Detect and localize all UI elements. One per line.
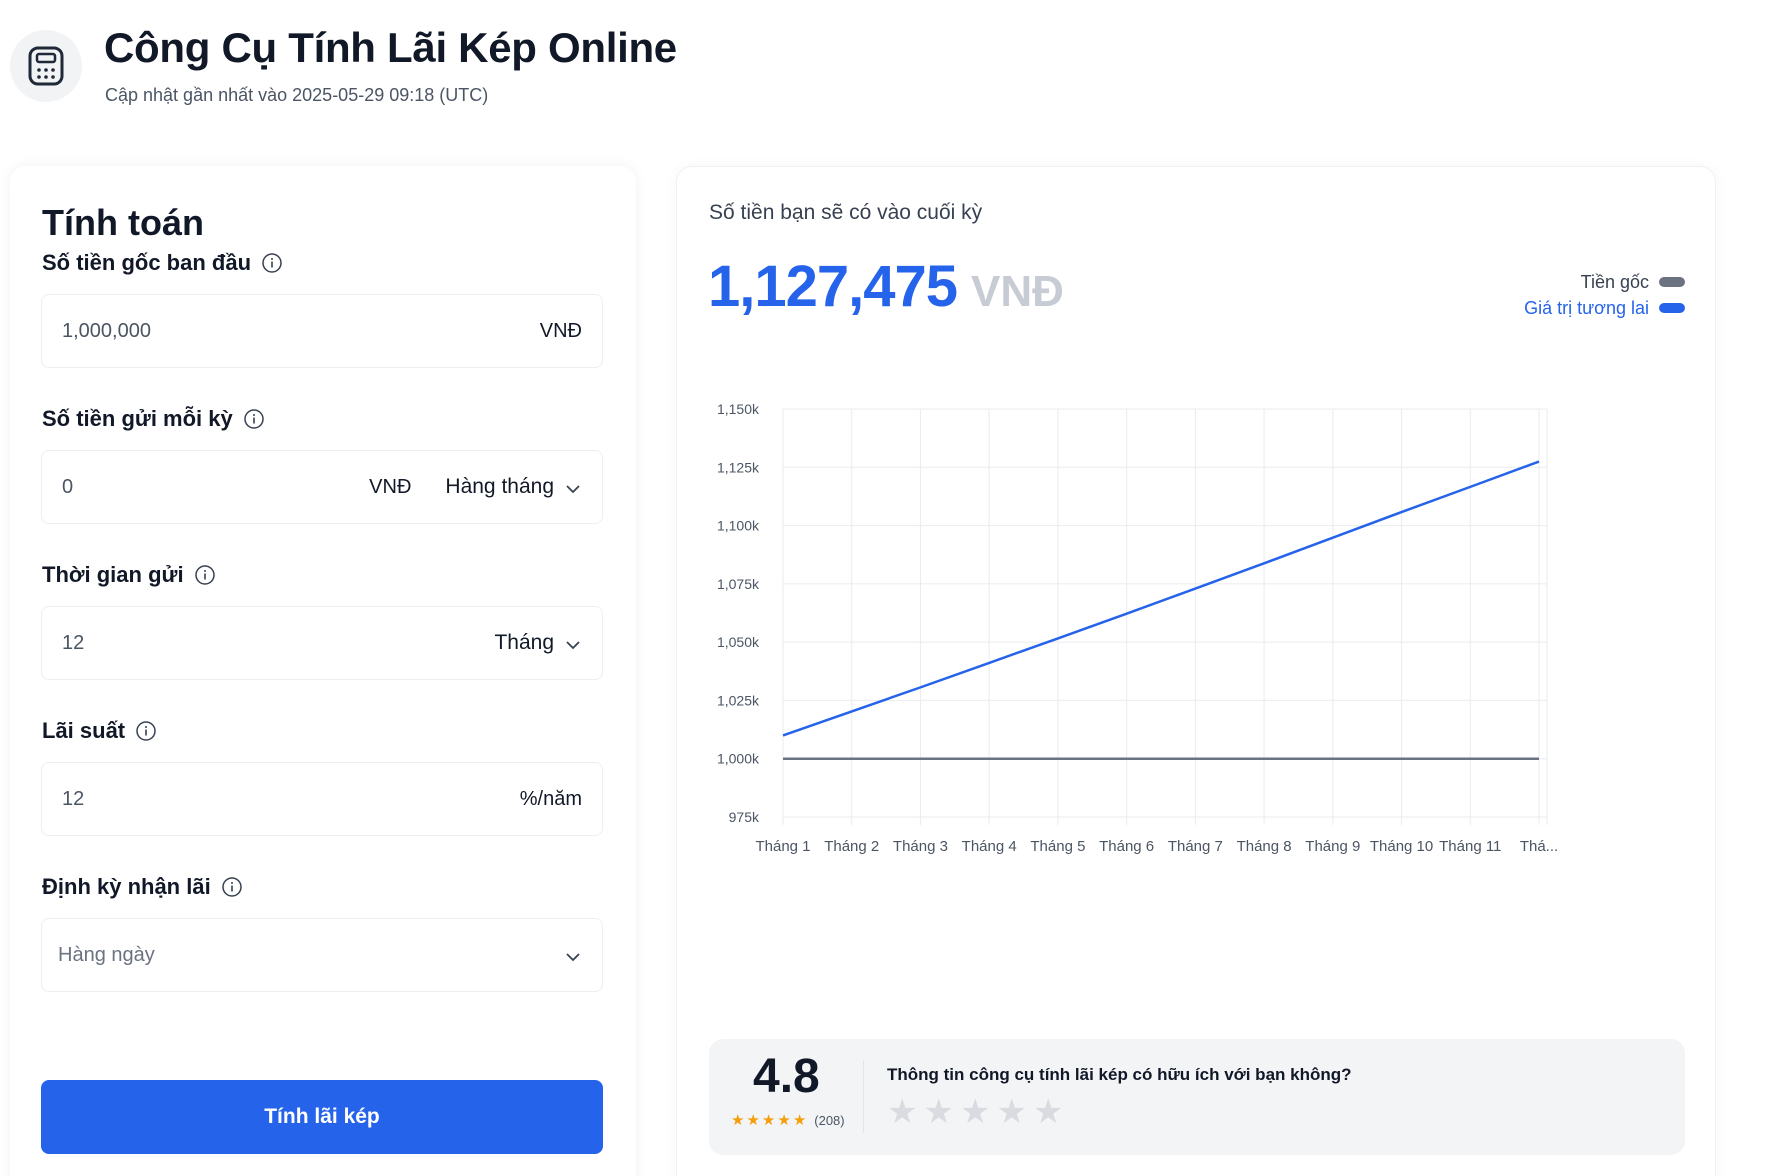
- calculator-icon-svg: [28, 46, 64, 86]
- rate-input[interactable]: 12 %/năm: [41, 762, 603, 836]
- rating-score: 4.8: [753, 1050, 820, 1103]
- info-icon[interactable]: [243, 408, 265, 430]
- principal-unit: VNĐ: [539, 319, 582, 342]
- x-tick-label: Tháng 8: [1237, 838, 1292, 855]
- star-icon: ★: [746, 1112, 760, 1129]
- legend-principal-label: Tiền gốc: [1580, 271, 1649, 292]
- result-amount: 1,127,475: [708, 254, 958, 319]
- result-label: Số tiền bạn sẽ có vào cuối kỳ: [709, 201, 983, 224]
- duration-unit-select[interactable]: Tháng: [494, 631, 582, 655]
- x-tick-label: Tháng 7: [1168, 838, 1223, 855]
- legend-future-value-label: Giá trị tương lai: [1524, 297, 1649, 318]
- rate-star-2-icon[interactable]: ★: [923, 1093, 954, 1131]
- x-tick-label: Tháng 2: [824, 838, 879, 855]
- x-tick-label: Tháng 9: [1305, 838, 1360, 855]
- deposit-label: Số tiền gửi mỗi kỳ: [42, 406, 265, 432]
- star-icon: ★: [761, 1112, 776, 1129]
- y-tick-label: 1,075k: [717, 576, 760, 592]
- calculator-card: Tính toán Số tiền gốc ban đầu 1,000,000 …: [10, 166, 636, 1176]
- compounding-label-text: Định kỳ nhận lãi: [42, 874, 211, 899]
- rate-star-4-icon[interactable]: ★: [996, 1093, 1027, 1131]
- y-tick-label: 1,050k: [717, 634, 760, 650]
- rate-star-5-icon[interactable]: ★: [1032, 1093, 1064, 1131]
- rate-label: Lãi suất: [42, 718, 157, 744]
- principal-label: Số tiền gốc ban đầu: [42, 250, 283, 276]
- x-tick-label: Tháng 5: [1030, 838, 1085, 855]
- deposit-frequency-value: Hàng tháng: [445, 475, 554, 498]
- calculator-title: Tính toán: [42, 202, 204, 243]
- legend-principal[interactable]: Tiền gốc: [1524, 269, 1685, 295]
- legend-principal-swatch: [1659, 277, 1685, 287]
- result-value: 1,127,475 VNĐ: [708, 253, 1064, 320]
- calculator-icon: [10, 30, 82, 102]
- half-star-icon: ★: [792, 1112, 807, 1129]
- calculate-button[interactable]: Tính lãi kép: [41, 1080, 603, 1154]
- star-icon: ★: [731, 1112, 745, 1129]
- chevron-down-icon: [564, 480, 582, 498]
- rating-divider: [863, 1061, 864, 1133]
- rate-label-text: Lãi suất: [42, 718, 126, 743]
- duration-label: Thời gian gửi: [42, 562, 216, 588]
- x-tick-label: Tháng 1: [755, 838, 810, 855]
- rating-count: (208): [814, 1112, 845, 1128]
- deposit-label-text: Số tiền gửi mỗi kỳ: [42, 406, 233, 431]
- result-currency: VNĐ: [971, 267, 1064, 316]
- rating-question: Thông tin công cụ tính lãi kép có hữu íc…: [887, 1065, 1352, 1084]
- info-icon[interactable]: [194, 564, 216, 586]
- chevron-down-icon: [564, 636, 582, 654]
- result-card: Số tiền bạn sẽ có vào cuối kỳ 1,127,475 …: [676, 166, 1716, 1176]
- rate-star-3-icon[interactable]: ★: [959, 1093, 991, 1131]
- deposit-input[interactable]: 0 VNĐ Hàng tháng: [41, 450, 603, 524]
- x-tick-label: Tháng 10: [1370, 838, 1433, 855]
- principal-value: 1,000,000: [62, 319, 151, 342]
- legend-future-value-swatch: [1659, 303, 1685, 313]
- rating-stars-input: ★ ★ ★ ★ ★: [887, 1095, 1063, 1129]
- deposit-unit: VNĐ: [369, 475, 412, 498]
- rate-value: 12: [62, 787, 85, 810]
- x-tick-label: Tháng 4: [962, 838, 1017, 855]
- series-line-future-value: [782, 460, 1540, 737]
- y-tick-label: 1,025k: [717, 692, 760, 708]
- rating-stars-display: ★ ★ ★ ★ ★ (208): [731, 1111, 845, 1129]
- info-icon[interactable]: [261, 252, 283, 274]
- y-tick-label: 975k: [729, 809, 760, 825]
- last-updated: Cập nhật gần nhất vào 2025-05-29 09:18 (…: [105, 85, 489, 105]
- duration-value: 12: [62, 631, 85, 654]
- y-tick-label: 1,150k: [717, 401, 760, 417]
- chevron-down-icon: [564, 948, 582, 966]
- compounding-value: Hàng ngày: [58, 943, 155, 966]
- compounding-label: Định kỳ nhận lãi: [42, 874, 243, 900]
- duration-unit: Tháng: [494, 631, 554, 654]
- x-tick-label: Tháng 3: [893, 838, 948, 855]
- page-title: Công Cụ Tính Lãi Kép Online: [104, 24, 677, 71]
- duration-label-text: Thời gian gửi: [42, 562, 184, 587]
- duration-input[interactable]: 12 Tháng: [41, 606, 603, 680]
- info-icon[interactable]: [221, 876, 243, 898]
- deposit-value: 0: [62, 475, 74, 498]
- y-tick-label: 1,000k: [717, 751, 760, 767]
- x-tick-label: Thá...: [1520, 838, 1558, 855]
- chart-legend: Tiền gốc Giá trị tương lai: [1524, 269, 1685, 321]
- compounding-select[interactable]: Hàng ngày: [41, 918, 603, 992]
- x-tick-label: Tháng 11: [1439, 838, 1501, 855]
- principal-label-text: Số tiền gốc ban đầu: [42, 250, 252, 275]
- x-tick-label: Tháng 6: [1099, 838, 1154, 855]
- rate-star-1-icon[interactable]: ★: [887, 1093, 918, 1131]
- legend-future-value[interactable]: Giá trị tương lai: [1524, 295, 1685, 321]
- rating-panel: 4.8 ★ ★ ★ ★ ★ (208) Thông tin công cụ tí…: [709, 1039, 1685, 1155]
- growth-chart: 1,150k 1,125k 1,100k 1,075k 1,050k 1,025k 1,00…: [717, 401, 1558, 855]
- rate-unit: %/năm: [519, 787, 582, 810]
- star-icon: ★: [777, 1112, 791, 1129]
- y-tick-label: 1,125k: [717, 459, 760, 475]
- info-icon[interactable]: [135, 720, 157, 742]
- y-tick-label: 1,100k: [717, 518, 760, 534]
- deposit-frequency-select[interactable]: Hàng tháng: [445, 475, 582, 499]
- principal-input[interactable]: 1,000,000 VNĐ: [41, 294, 603, 368]
